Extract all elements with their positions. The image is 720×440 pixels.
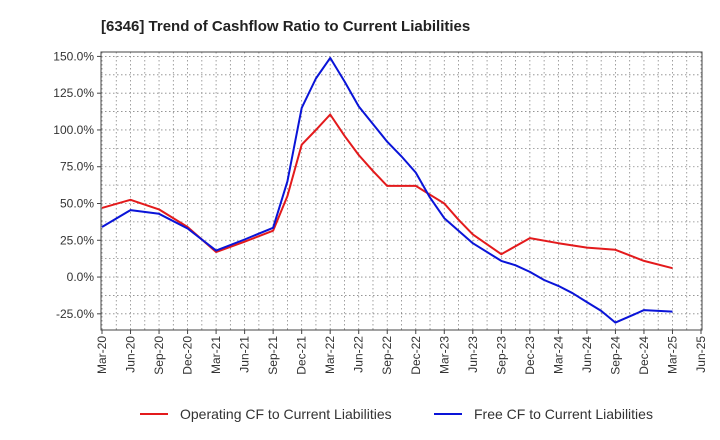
x-tick-label: Sep-22 (380, 336, 394, 375)
x-tick-label: Mar-23 (437, 336, 451, 374)
x-tick-label: Mar-21 (209, 336, 223, 374)
x-tick-label: Dec-21 (295, 336, 309, 375)
x-tick-label: Dec-24 (637, 336, 651, 375)
y-tick-label: 0.0% (67, 270, 95, 284)
x-tick-label: Jun-23 (466, 336, 480, 373)
x-tick-label: Jun-20 (124, 336, 138, 373)
x-tick-label: Sep-21 (266, 336, 280, 375)
y-tick-label: 25.0% (60, 233, 94, 247)
y-tick-label: 75.0% (60, 160, 94, 174)
x-tick-label: Dec-20 (181, 336, 195, 375)
x-tick-label: Jun-21 (238, 336, 252, 373)
x-tick-label: Mar-24 (551, 336, 565, 374)
y-tick-label: -25.0% (56, 307, 94, 321)
y-axis-ticks: 150.0% 125.0% 100.0% 75.0% 50.0% 25.0% 0.0% -25… (53, 49, 101, 321)
x-tick-label: Dec-23 (523, 336, 537, 375)
x-tick-label: Mar-20 (95, 336, 109, 374)
x-tick-label: Sep-23 (494, 336, 508, 375)
x-tick-label: Jun-22 (352, 336, 366, 373)
chart-title: [6346] Trend of Cashflow Ratio to Curren… (101, 18, 470, 35)
x-tick-label: Mar-25 (665, 336, 679, 374)
x-tick-label: Dec-22 (409, 336, 423, 375)
x-tick-label: Jun-24 (580, 336, 594, 373)
grid-lines (101, 52, 702, 330)
legend: Operating CF to Current Liabilities Free … (140, 406, 653, 422)
y-tick-label: 50.0% (60, 197, 94, 211)
x-tick-label: Sep-20 (152, 336, 166, 375)
y-tick-label: 125.0% (53, 86, 94, 100)
series-line-operating-cf (101, 113, 673, 270)
legend-label: Operating CF to Current Liabilities (180, 406, 392, 422)
series-lines (101, 56, 673, 324)
plot-frame (100, 51, 703, 331)
y-tick-label: 150.0% (53, 49, 94, 63)
series-line-free-cf (101, 56, 673, 324)
x-tick-label: Mar-22 (323, 336, 337, 374)
x-axis-ticks: Mar-20 Jun-20 Sep-20 Dec-20 Mar-21 Jun-21 Sep-… (95, 330, 708, 375)
legend-label: Free CF to Current Liabilities (474, 406, 653, 422)
x-tick-label: Jun-25 (694, 336, 708, 373)
y-tick-label: 100.0% (53, 123, 94, 137)
x-tick-label: Sep-24 (608, 336, 622, 375)
